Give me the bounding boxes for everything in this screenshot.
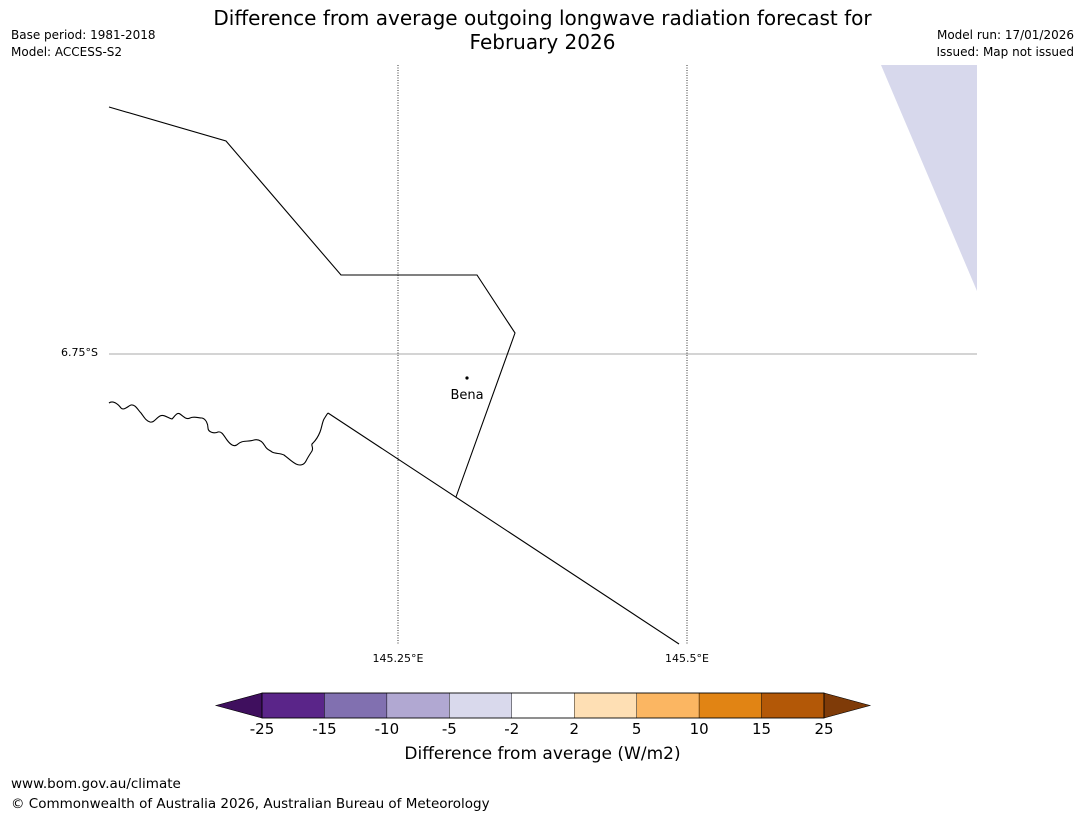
colorbar-segment	[636, 692, 700, 719]
colorbar-tick-label: 5	[631, 720, 642, 738]
colorbar-extend-low	[214, 692, 263, 719]
place-marker-dot	[465, 376, 469, 380]
map-title-line-1: Difference from average outgoing longwav…	[213, 6, 872, 30]
river-boundary	[108, 401, 329, 466]
colorbar-tick-label: -15	[312, 720, 337, 738]
colorbar-tick-label: -10	[374, 720, 400, 738]
colorbar-tick-label: 15	[752, 720, 772, 738]
map-title-line-2: February 2026	[469, 30, 616, 54]
colorbar-tick-label: 10	[689, 720, 709, 738]
colorbar-title: Difference from average (W/m2)	[404, 744, 681, 764]
province-boundary-north	[108, 106, 516, 498]
colorbar	[214, 692, 872, 719]
colorbar-segment	[261, 692, 325, 719]
colorbar-tick-label: -5	[441, 720, 457, 738]
colorbar-tick-label: 2	[569, 720, 579, 738]
footer: www.bom.gov.au/climate © Commonwealth of…	[11, 774, 490, 814]
colorbar-tick-label: -2	[504, 720, 520, 738]
metadata-left: Base period: 1981-2018 Model: ACCESS-S2	[11, 27, 156, 61]
footer-copyright: © Commonwealth of Australia 2026, Austra…	[11, 796, 490, 812]
latitude-label: 6.75°S	[61, 346, 98, 359]
longitude-label-145-5: 145.5°E	[665, 652, 709, 665]
base-period-text: Base period: 1981-2018	[11, 28, 156, 42]
colorbar-segment	[324, 692, 388, 719]
colorbar-extend-high	[823, 692, 872, 719]
province-boundary-south	[327, 412, 680, 645]
colorbar-segment	[449, 692, 512, 719]
colorbar-tick-label: -25	[249, 720, 275, 738]
place-label-bena: Bena	[450, 388, 484, 403]
model-text: Model: ACCESS-S2	[11, 45, 123, 59]
colorbar-segment	[511, 692, 575, 719]
longitude-label-145-25: 145.25°E	[372, 652, 424, 665]
model-run-text: Model run: 17/01/2026	[936, 28, 1074, 42]
metadata-right: Model run: 17/01/2026 Issued: Map not is…	[936, 27, 1074, 61]
colorbar-segment	[574, 692, 637, 719]
shaded-region-negative	[881, 65, 977, 291]
colorbar-segment	[386, 692, 450, 719]
colorbar-tick-label: 25	[814, 720, 834, 738]
colorbar-segment	[761, 692, 825, 719]
colorbar-frame	[261, 692, 825, 719]
map-title: Difference from average outgoing longwav…	[0, 6, 1085, 54]
issued-text: Issued: Map not issued	[936, 45, 1074, 59]
footer-url: www.bom.gov.au/climate	[11, 776, 181, 792]
colorbar-segment	[698, 692, 762, 719]
